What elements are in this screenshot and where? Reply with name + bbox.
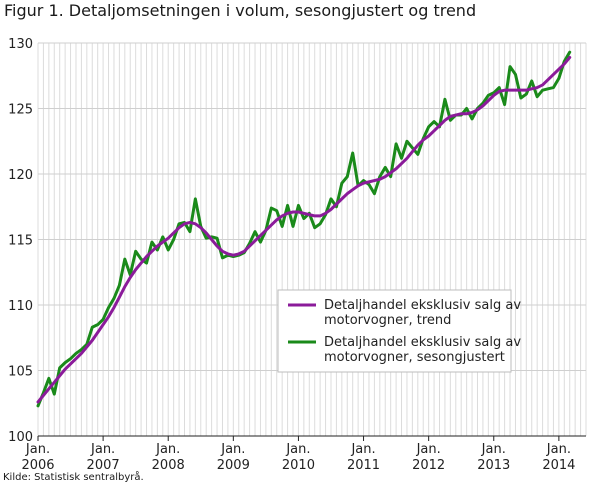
source-note: Kilde: Statistisk sentralbyrå. (3, 472, 144, 483)
x-tick-label: Jan. (350, 442, 375, 457)
x-tick-label: 2012 (412, 458, 445, 473)
x-tick-label: 2011 (347, 458, 380, 473)
x-tick-label: 2010 (282, 458, 315, 473)
trend-series-line (36, 55, 572, 404)
x-tick-label: 2014 (542, 458, 575, 473)
y-tick-label: 105 (8, 365, 33, 380)
legend-label: Detaljhandel eksklusiv salg av (324, 335, 521, 350)
x-tick-label: Jan. (25, 442, 50, 457)
x-tick-label: 2013 (477, 458, 510, 473)
x-tick-label: 2009 (217, 458, 250, 473)
legend-box (277, 289, 512, 373)
y-tick-label: 110 (8, 299, 33, 314)
x-tick-label: 2006 (21, 458, 54, 473)
seasonally-adjusted-series-line (36, 50, 572, 408)
x-tick-label: 2007 (87, 458, 120, 473)
chart-title: Figur 1. Detaljomsetningen i volum, seso… (4, 1, 477, 20)
x-axis-tick-labels: Jan.2006Jan.2007Jan.2008Jan.2009Jan.2010… (21, 442, 575, 473)
x-tick-label: Jan. (155, 442, 180, 457)
y-tick-label: 125 (8, 103, 33, 118)
x-tick-label: Jan. (546, 442, 571, 457)
x-tick-label: Jan. (481, 442, 506, 457)
axes (37, 435, 586, 441)
x-tick-label: Jan. (90, 442, 115, 457)
y-axis-tick-labels: 100 105 110 115 120 125 130 (8, 37, 33, 445)
legend: Detaljhandel eksklusiv salg avmotorvogne… (277, 289, 521, 373)
legend-label: Detaljhandel eksklusiv salg av (324, 298, 521, 313)
x-tick-label: Jan. (416, 442, 441, 457)
x-tick-label: 2008 (152, 458, 185, 473)
x-tick-label: Jan. (220, 442, 245, 457)
x-tick-label: Jan. (285, 442, 310, 457)
y-tick-label: 115 (8, 234, 33, 249)
legend-label: motorvogner, trend (324, 313, 451, 328)
y-tick-label: 100 (8, 430, 33, 445)
y-tick-label: 120 (8, 168, 33, 183)
y-tick-label: 130 (8, 37, 33, 52)
legend-label: motorvogner, sesongjustert (324, 350, 505, 365)
series-lines (36, 50, 572, 408)
